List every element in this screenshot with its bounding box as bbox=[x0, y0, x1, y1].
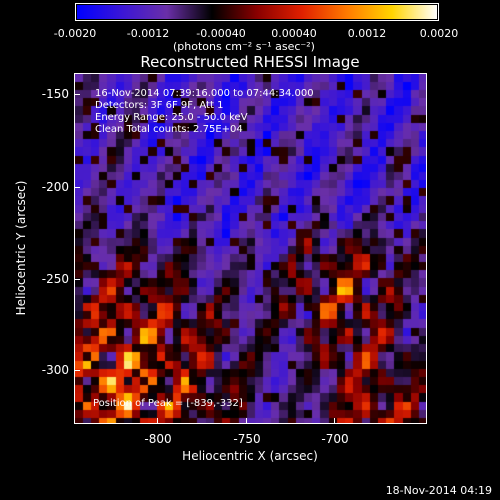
x-tick-label: -700 bbox=[321, 432, 349, 446]
y-tick-mark bbox=[74, 370, 80, 371]
timestamp: 18-Nov-2014 04:19 bbox=[385, 484, 492, 497]
annotation-peak-position: Position of Peak = [-839,-332] bbox=[93, 398, 243, 409]
x-axis-label: Heliocentric X (arcsec) bbox=[182, 449, 318, 463]
y-tick-label: -150 bbox=[41, 87, 69, 101]
x-tick-mark bbox=[246, 418, 247, 424]
annotation-energy-range: Energy Range: 25.0 - 50.0 keV bbox=[95, 112, 248, 123]
colorbar-tick-label: -0.0012 bbox=[126, 27, 170, 40]
y-axis-label: Heliocentric Y (arcsec) bbox=[14, 180, 28, 316]
y-tick-mark bbox=[74, 94, 80, 95]
annotation-time-range: 16-Nov-2014 07:39:16.000 to 07:44:34.000 bbox=[95, 88, 314, 99]
colorbar-tick-label: 0.0020 bbox=[419, 27, 459, 40]
image-plot: 16-Nov-2014 07:39:16.000 to 07:44:34.000… bbox=[74, 73, 427, 424]
y-tick-label: -300 bbox=[41, 363, 69, 377]
colorbar-gradient bbox=[77, 5, 437, 19]
x-tick-mark bbox=[157, 418, 158, 424]
x-tick-label: -750 bbox=[233, 432, 261, 446]
colorbar-tick-label: 0.00040 bbox=[271, 27, 317, 40]
colorbar-tick-label: -0.00040 bbox=[196, 27, 246, 40]
x-tick-mark bbox=[334, 418, 335, 424]
y-tick-label: -250 bbox=[41, 272, 69, 286]
colorbar-tick-label: 0.0012 bbox=[347, 27, 387, 40]
colorbar bbox=[75, 3, 439, 21]
x-tick-label: -800 bbox=[144, 432, 172, 446]
heatmap-image bbox=[75, 74, 426, 423]
y-tick-mark bbox=[74, 279, 80, 280]
plot-title: Reconstructed RHESSI Image bbox=[140, 53, 360, 71]
annotation-detectors: Detectors: 3F 6F 9F, Att 1 bbox=[95, 100, 224, 111]
colorbar-units: (photons cm⁻² s⁻¹ asec⁻²) bbox=[173, 40, 315, 53]
colorbar-tick-label: -0.0020 bbox=[53, 27, 97, 40]
y-tick-mark bbox=[74, 187, 80, 188]
y-tick-label: -200 bbox=[41, 180, 69, 194]
annotation-clean-counts: Clean Total counts: 2.75E+04 bbox=[95, 124, 243, 135]
